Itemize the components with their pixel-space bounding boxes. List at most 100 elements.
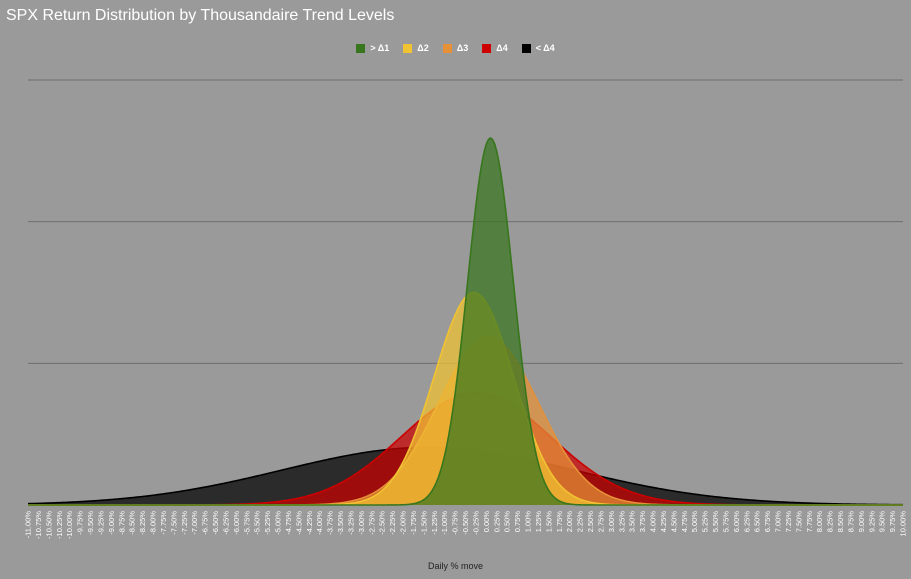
x-tick-label: -1.00% xyxy=(440,511,449,535)
legend-item-lt-d4[interactable]: < Δ4 xyxy=(521,43,555,53)
x-tick-label: -4.50% xyxy=(294,511,303,535)
x-tick-label: -9.75% xyxy=(76,511,85,535)
x-tick-label: -4.25% xyxy=(305,511,314,535)
x-tick-label: 0.75% xyxy=(513,511,522,533)
x-tick-label: 8.25% xyxy=(826,511,835,533)
legend-swatch-d2 xyxy=(403,43,413,53)
legend-swatch-lt-d4 xyxy=(521,43,531,53)
x-tick-label: -6.25% xyxy=(221,511,230,535)
x-tick-label: 5.00% xyxy=(690,511,699,533)
x-tick-label: 4.00% xyxy=(649,511,658,533)
series-line-4 xyxy=(28,137,903,506)
legend-item-gt-d1[interactable]: > Δ1 xyxy=(356,43,389,53)
x-tick-label: 4.25% xyxy=(659,511,668,533)
x-tick-label: -6.50% xyxy=(211,511,220,535)
legend-label-lt-d4: < Δ4 xyxy=(535,43,555,53)
x-tick-label: -6.75% xyxy=(201,511,210,535)
x-tick-label: 5.75% xyxy=(721,511,730,533)
x-tick-label: 4.50% xyxy=(669,511,678,533)
x-tick-label: 6.75% xyxy=(763,511,772,533)
x-tick-label: 2.50% xyxy=(586,511,595,533)
x-tick-label: -1.25% xyxy=(430,511,439,535)
x-tick-label: 5.50% xyxy=(711,511,720,533)
x-tick-label: -7.25% xyxy=(180,511,189,535)
x-tick-label: 3.50% xyxy=(628,511,637,533)
x-tick-label: 9.25% xyxy=(867,511,876,533)
x-tick-label: -8.25% xyxy=(138,511,147,535)
x-tick-label: 7.25% xyxy=(784,511,793,533)
x-tick-label: -4.75% xyxy=(284,511,293,535)
x-tick-label: -5.75% xyxy=(242,511,251,535)
x-tick-label: 7.50% xyxy=(794,511,803,533)
legend: > Δ1 Δ2 Δ3 Δ4 < Δ4 xyxy=(0,43,911,53)
x-tick-label: 1.25% xyxy=(534,511,543,533)
x-tick-label: 6.50% xyxy=(753,511,762,533)
x-tick-label: 1.75% xyxy=(555,511,564,533)
x-tick-label: 3.75% xyxy=(638,511,647,533)
x-axis-title: Daily % move xyxy=(427,561,483,571)
legend-item-d3[interactable]: Δ3 xyxy=(442,43,469,53)
x-tick-label: 8.50% xyxy=(836,511,845,533)
legend-swatch-d3 xyxy=(442,43,452,53)
x-tick-label: 7.00% xyxy=(774,511,783,533)
x-tick-label: -2.00% xyxy=(399,511,408,535)
x-tick-label: -3.25% xyxy=(346,511,355,535)
x-tick-label: -5.50% xyxy=(253,511,262,535)
x-tick-label: -5.25% xyxy=(263,511,272,535)
x-tick-label: 3.25% xyxy=(617,511,626,533)
x-tick-label: -10.75% xyxy=(34,511,43,539)
x-tick-label: -2.50% xyxy=(378,511,387,535)
x-tick-label: -5.00% xyxy=(274,511,283,535)
x-tick-label: -7.00% xyxy=(190,511,199,535)
x-tick-label: 5.25% xyxy=(701,511,710,533)
x-tick-label: 8.75% xyxy=(846,511,855,533)
x-tick-label: -10.25% xyxy=(55,511,64,539)
x-tick-label: -8.75% xyxy=(117,511,126,535)
x-tick-label: -9.00% xyxy=(107,511,116,535)
x-tick-label: -8.00% xyxy=(149,511,158,535)
x-tick-label: -0.25% xyxy=(471,511,480,535)
x-tick-label: -3.50% xyxy=(336,511,345,535)
x-tick-label: -9.25% xyxy=(96,511,105,535)
x-tick-label: 9.75% xyxy=(888,511,897,533)
x-tick-label: 8.00% xyxy=(815,511,824,533)
x-tick-label: 9.50% xyxy=(878,511,887,533)
x-tick-label: -3.00% xyxy=(357,511,366,535)
x-tick-label: 6.00% xyxy=(732,511,741,533)
x-tick-label: 2.00% xyxy=(565,511,574,533)
x-tick-label: 0.25% xyxy=(492,511,501,533)
legend-label-gt-d1: > Δ1 xyxy=(370,43,390,53)
x-tick-label: -7.50% xyxy=(169,511,178,535)
x-tick-label: 2.25% xyxy=(576,511,585,533)
x-tick-label: -9.50% xyxy=(86,511,95,535)
x-tick-label: 7.75% xyxy=(805,511,814,533)
x-tick-label: -6.00% xyxy=(232,511,241,535)
x-tick-label: -4.00% xyxy=(315,511,324,535)
legend-label-d2: Δ2 xyxy=(417,43,429,53)
x-tick-label: 10.00% xyxy=(899,511,908,537)
x-tick-label: 3.00% xyxy=(607,511,616,533)
x-tick-label: 0.50% xyxy=(503,511,512,533)
legend-item-d2[interactable]: Δ2 xyxy=(403,43,429,53)
legend-swatch-d4 xyxy=(482,43,492,53)
series-area-4 xyxy=(28,138,903,505)
x-tick-label: -11.00% xyxy=(24,511,33,539)
legend-item-d4[interactable]: Δ4 xyxy=(482,43,508,53)
x-tick-label: 1.50% xyxy=(544,511,553,533)
x-tick-label: 2.75% xyxy=(596,511,605,533)
x-tick-label: -0.75% xyxy=(451,511,460,535)
legend-label-d3: Δ3 xyxy=(456,43,469,53)
legend-label-d4: Δ4 xyxy=(496,43,508,53)
x-tick-label: -10.00% xyxy=(65,511,74,539)
x-tick-label: -7.75% xyxy=(159,511,168,535)
x-tick-label: -2.75% xyxy=(367,511,376,535)
x-tick-label: -10.50% xyxy=(44,511,53,539)
x-tick-label: 6.25% xyxy=(742,511,751,533)
x-tick-label: -1.75% xyxy=(409,511,418,535)
x-tick-label: -8.50% xyxy=(128,511,137,535)
x-tick-label: 4.75% xyxy=(680,511,689,533)
chart-title: SPX Return Distribution by Thousandaire … xyxy=(6,7,395,24)
x-tick-label: -2.25% xyxy=(388,511,397,535)
x-tick-label: 0.00% xyxy=(482,511,491,533)
